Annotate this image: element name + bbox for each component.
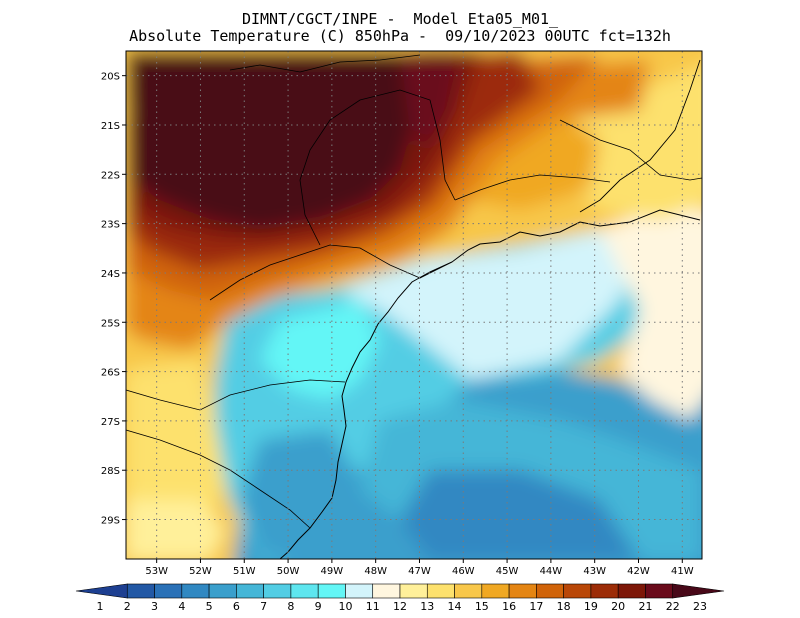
- colorbar-swatch: [154, 583, 183, 599]
- colorbar-label: 9: [315, 600, 322, 613]
- lon-label: 47W: [408, 566, 431, 577]
- colorbar-swatch: [590, 583, 619, 599]
- map-frame: [125, 50, 703, 560]
- lon-label: 44W: [540, 566, 563, 577]
- colorbar-label: 3: [151, 600, 158, 613]
- colorbar-label: 2: [124, 600, 131, 613]
- lat-label: 27S: [101, 417, 120, 428]
- colorbar-swatch: [126, 583, 155, 599]
- lat-label: 20S: [101, 72, 120, 83]
- chart-title-line-2: Absolute Temperature (C) 850hPa - 09/10/…: [129, 27, 671, 45]
- colorbar: [75, 583, 725, 599]
- lat-label: 29S: [101, 516, 120, 527]
- lon-label: 46W: [452, 566, 475, 577]
- colorbar-label: 1: [97, 600, 104, 613]
- lat-label: 24S: [101, 269, 120, 280]
- colorbar-swatch: [208, 583, 237, 599]
- lat-label: 21S: [101, 121, 120, 132]
- colorbar-label: 18: [557, 600, 571, 613]
- lon-label: 49W: [321, 566, 344, 577]
- colorbar-label: 5: [206, 600, 213, 613]
- lon-label: 52W: [189, 566, 212, 577]
- colorbar-swatch: [536, 583, 564, 599]
- lon-label: 50W: [277, 566, 300, 577]
- colorbar-swatch: [508, 583, 537, 599]
- colorbar-label: 14: [448, 600, 462, 613]
- colorbar-swatch: [181, 583, 210, 599]
- colorbar-swatch: [563, 583, 592, 599]
- lon-label: 41W: [671, 566, 694, 577]
- colorbar-label: 23: [693, 600, 707, 613]
- colorbar-swatch: [345, 583, 374, 599]
- colorbar-swatch: [372, 583, 401, 599]
- colorbar-label: 22: [666, 600, 680, 613]
- colorbar-swatch: [263, 583, 292, 599]
- lat-label: 23S: [101, 220, 120, 231]
- colorbar-label: 6: [233, 600, 240, 613]
- lon-label: 53W: [145, 566, 168, 577]
- latitude-labels: 20S 21S 22S 23S 24S 25S 26S 27S 28S 29S: [101, 72, 126, 527]
- colorbar-label: 8: [287, 600, 294, 613]
- colorbar-label: 15: [475, 600, 489, 613]
- lon-label: 51W: [233, 566, 256, 577]
- lat-label: 26S: [101, 368, 120, 379]
- colorbar-swatch: [454, 583, 483, 599]
- lon-label: 45W: [496, 566, 519, 577]
- colorbar-label: 21: [638, 600, 652, 613]
- colorbar-swatch: [672, 583, 725, 599]
- colorbar-swatch: [317, 583, 346, 599]
- colorbar-swatch: [617, 583, 646, 599]
- lat-label: 22S: [101, 170, 120, 181]
- colorbar-label: 17: [529, 600, 543, 613]
- colorbar-label: 20: [611, 600, 625, 613]
- longitude-labels: 53W 52W 51W 50W 49W 48W 47W 46W 45W 44W 43W 42W 41W: [145, 559, 694, 577]
- colorbar-label: 10: [338, 600, 352, 613]
- colorbar-label: 16: [502, 600, 516, 613]
- colorbar-swatch: [481, 583, 510, 599]
- colorbar-swatch: [426, 583, 455, 599]
- colorbar-label: 7: [260, 600, 267, 613]
- colorbar-swatch: [399, 583, 428, 599]
- map-grid: [126, 51, 702, 559]
- colorbar-label: 12: [393, 600, 407, 613]
- colorbar-swatch: [290, 583, 319, 599]
- lat-label: 25S: [101, 318, 120, 329]
- colorbar-label: 11: [366, 600, 380, 613]
- colorbar-label: 13: [420, 600, 434, 613]
- colorbar-swatch: [75, 583, 128, 599]
- chart-title-line-1: DIMNT/CGCT/INPE - Model Eta05_M01_: [241, 10, 559, 28]
- temperature-field: [126, 51, 702, 559]
- colorbar-label: 4: [178, 600, 185, 613]
- lat-label: 28S: [101, 466, 120, 477]
- colorbar-labels: 1 2 3 4 5 6 7 8 9 10 11 12 13 14 15 16 17 18 19 20 21 22 23: [97, 600, 708, 613]
- lon-label: 43W: [583, 566, 606, 577]
- lon-label: 42W: [627, 566, 650, 577]
- colorbar-label: 19: [584, 600, 598, 613]
- colorbar-swatch: [645, 583, 674, 599]
- lon-label: 48W: [364, 566, 387, 577]
- colorbar-swatch: [236, 583, 264, 599]
